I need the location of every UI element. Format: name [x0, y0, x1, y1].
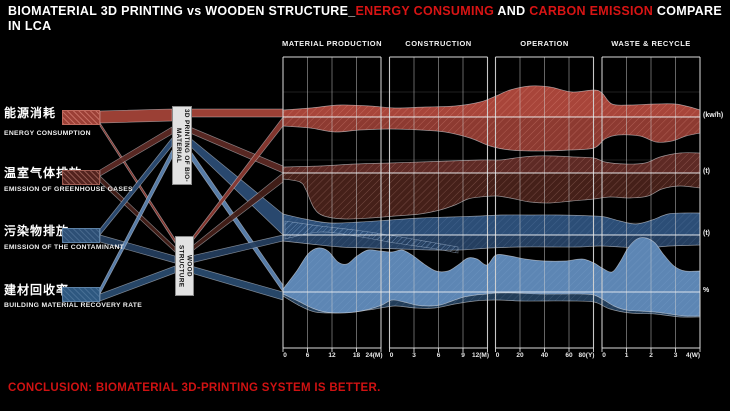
stream-hatch [283, 117, 700, 151]
stream-hatch [283, 212, 700, 235]
stream-hatch [283, 173, 700, 220]
title-segment: AND [494, 4, 530, 18]
sankey-link-3d-printing-of-bio-material-to-row-energy-consumption [189, 108, 284, 118]
stream-hatch [283, 237, 700, 317]
title-segment: COMPARE IN LCA [8, 4, 722, 33]
page-title: BIOMATERIAL 3D PRINTING vs WOODEN STRUCT… [8, 4, 724, 34]
conclusion-text: CONCLUSION: BIOMATERIAL 3D-PRINTING SYST… [8, 382, 381, 394]
title-segment: ENERGY CONSUMING [355, 4, 495, 18]
title-segment: CARBON EMISSION [529, 4, 654, 18]
stream-hatch [283, 85, 700, 117]
stream-overlay-strip [284, 220, 459, 254]
sankey-link-energy-consumption-to-3d-printing-of-bio-material [99, 108, 173, 124]
stream-hatch [283, 152, 700, 173]
title-segment: BIOMATERIAL 3D PRINTING vs WOODEN STRUCT… [8, 4, 356, 18]
